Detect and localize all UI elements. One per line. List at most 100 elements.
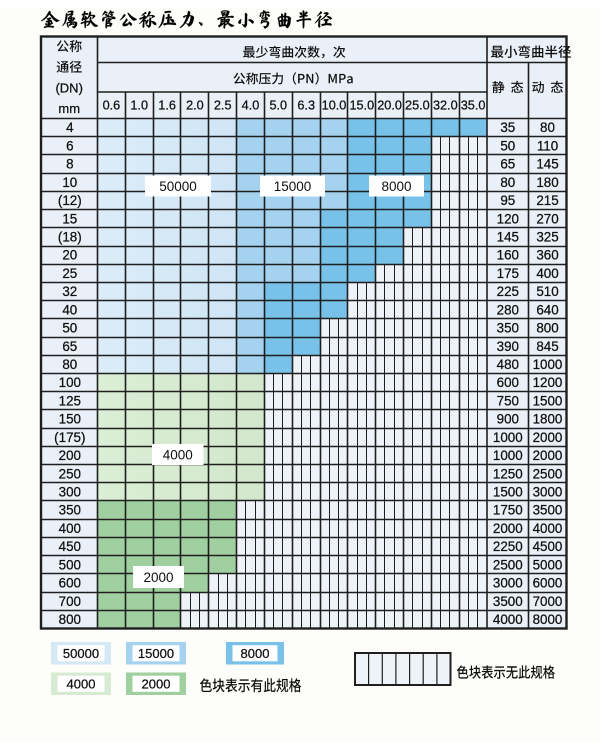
svg-text:215: 215 [536,193,558,208]
svg-text:500: 500 [59,557,81,572]
svg-text:4000: 4000 [67,676,96,691]
svg-text:400: 400 [536,266,558,281]
svg-text:8000: 8000 [533,612,563,627]
svg-text:10: 10 [62,175,77,190]
svg-text:4.0: 4.0 [242,98,260,112]
svg-text:(18): (18) [58,230,82,245]
svg-text:1500: 1500 [493,485,523,500]
svg-text:145: 145 [536,157,558,172]
svg-text:50: 50 [500,138,515,153]
svg-text:25: 25 [62,266,77,281]
svg-text:(175): (175) [54,430,85,445]
svg-text:mm: mm [58,101,80,116]
svg-text:400: 400 [59,521,81,536]
svg-text:2.5: 2.5 [214,98,232,112]
svg-text:900: 900 [497,412,519,427]
svg-text:270: 270 [536,211,558,226]
svg-text:450: 450 [59,539,81,554]
svg-text:32: 32 [62,284,77,299]
svg-text:1.6: 1.6 [158,98,176,112]
svg-text:180: 180 [536,175,558,190]
svg-text:1200: 1200 [533,375,563,390]
svg-text:3500: 3500 [493,594,523,609]
svg-text:25.0: 25.0 [405,98,430,112]
svg-text:4000: 4000 [533,521,563,536]
svg-text:2000: 2000 [533,430,563,445]
svg-text:6: 6 [66,138,73,153]
svg-text:80: 80 [62,357,77,372]
svg-text:125: 125 [59,393,81,408]
svg-text:6000: 6000 [533,576,563,591]
svg-text:350: 350 [59,503,81,518]
svg-text:0.6: 0.6 [103,98,121,112]
svg-text:640: 640 [536,302,558,317]
svg-text:8: 8 [66,157,73,172]
svg-text:360: 360 [536,248,558,263]
svg-text:1000: 1000 [533,357,563,372]
svg-text:7000: 7000 [533,594,563,609]
svg-text:145: 145 [497,230,519,245]
svg-text:2000: 2000 [533,448,563,463]
svg-text:35: 35 [500,120,515,135]
svg-text:100: 100 [59,375,81,390]
svg-text:80: 80 [500,175,515,190]
svg-text:250: 250 [59,466,81,481]
svg-text:150: 150 [59,412,81,427]
svg-text:3000: 3000 [493,576,523,591]
svg-text:50000: 50000 [63,646,99,661]
svg-text:65: 65 [62,339,77,354]
svg-text:20.0: 20.0 [377,98,402,112]
svg-text:32.0: 32.0 [433,98,458,112]
svg-text:8000: 8000 [241,646,270,661]
svg-text:280: 280 [497,302,519,317]
svg-text:325: 325 [536,230,558,245]
svg-text:350: 350 [497,321,519,336]
svg-text:50: 50 [62,321,77,336]
svg-text:4000: 4000 [163,447,193,462]
svg-text:15000: 15000 [274,179,312,194]
svg-text:15000: 15000 [138,646,174,661]
svg-text:200: 200 [59,448,81,463]
svg-text:480: 480 [497,357,519,372]
svg-text:3000: 3000 [533,485,563,500]
svg-text:(DN): (DN) [55,80,82,95]
svg-text:120: 120 [497,211,519,226]
svg-text:800: 800 [536,321,558,336]
svg-text:1750: 1750 [493,503,523,518]
svg-text:1500: 1500 [533,393,563,408]
svg-text:2000: 2000 [143,570,173,585]
svg-text:2250: 2250 [493,539,523,554]
svg-text:750: 750 [497,393,519,408]
svg-text:95: 95 [500,193,515,208]
svg-text:1250: 1250 [493,466,523,481]
svg-text:510: 510 [536,284,558,299]
svg-text:4500: 4500 [533,539,563,554]
svg-text:800: 800 [59,612,81,627]
svg-text:3500: 3500 [533,503,563,518]
svg-text:175: 175 [497,266,519,281]
svg-text:15.0: 15.0 [349,98,374,112]
svg-text:1000: 1000 [493,430,523,445]
svg-text:50000: 50000 [159,179,197,194]
svg-text:160: 160 [497,248,519,263]
svg-text:2500: 2500 [493,557,523,572]
svg-text:2000: 2000 [493,521,523,536]
svg-text:6.3: 6.3 [297,98,315,112]
svg-text:225: 225 [497,284,519,299]
svg-text:35.0: 35.0 [461,98,486,112]
svg-text:1.0: 1.0 [130,98,148,112]
svg-text:1800: 1800 [533,412,563,427]
svg-text:4: 4 [66,120,74,135]
svg-text:20: 20 [62,248,77,263]
svg-text:65: 65 [500,157,515,172]
svg-text:845: 845 [536,339,558,354]
svg-text:2500: 2500 [533,466,563,481]
svg-text:8000: 8000 [381,179,411,194]
svg-text:600: 600 [59,576,81,591]
svg-text:5.0: 5.0 [269,98,287,112]
svg-text:300: 300 [59,485,81,500]
svg-text:110: 110 [537,138,558,153]
svg-text:700: 700 [59,594,81,609]
svg-text:5000: 5000 [533,557,563,572]
svg-text:80: 80 [540,120,555,135]
